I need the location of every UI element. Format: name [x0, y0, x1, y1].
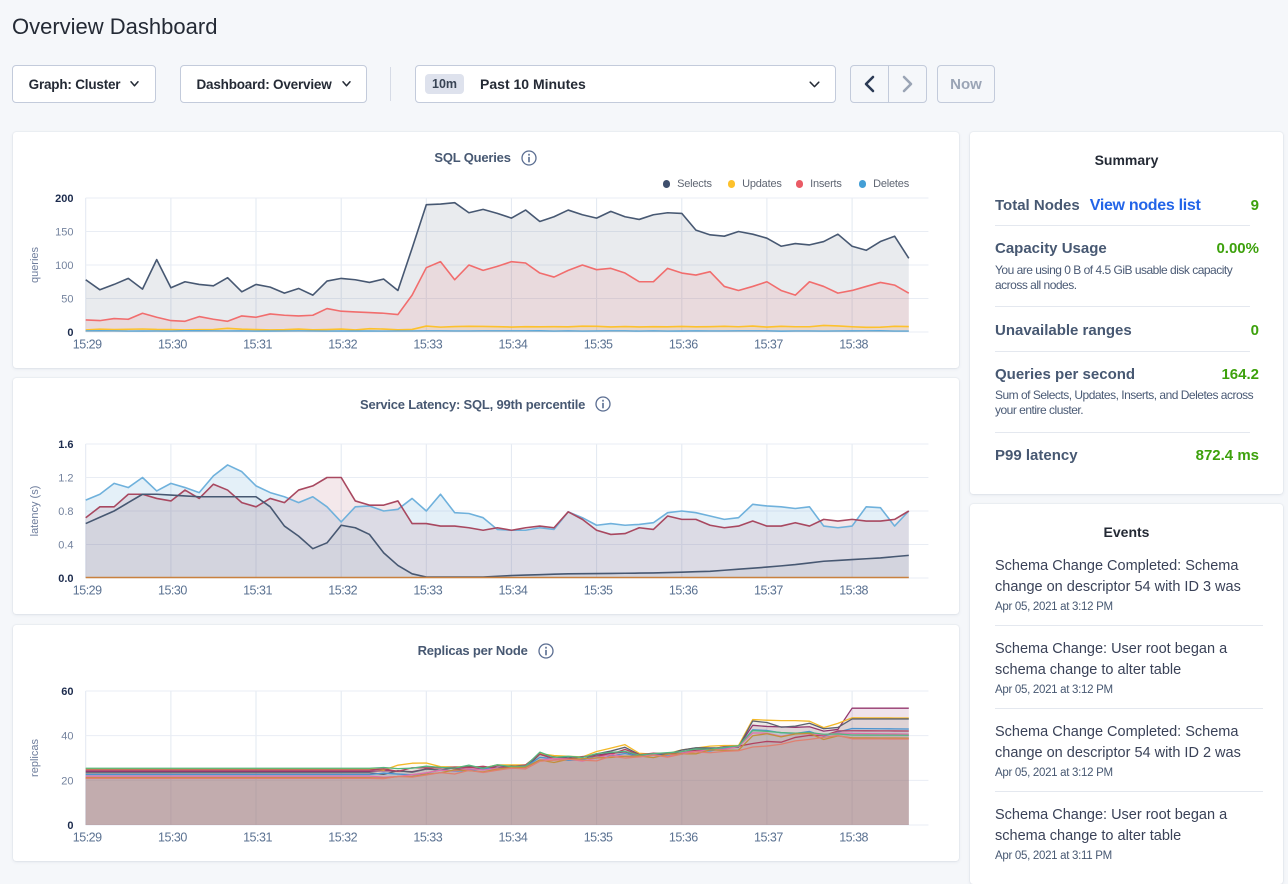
svg-text:15:37: 15:37: [754, 337, 783, 351]
svg-text:1.2: 1.2: [58, 473, 73, 485]
svg-text:15:38: 15:38: [839, 337, 868, 351]
svg-text:15:33: 15:33: [413, 583, 442, 597]
svg-text:20: 20: [61, 775, 73, 787]
svg-text:50: 50: [61, 293, 73, 305]
svg-text:15:38: 15:38: [839, 583, 868, 597]
svg-text:15:29: 15:29: [72, 583, 101, 597]
svg-text:15:31: 15:31: [243, 337, 272, 351]
svg-text:15:30: 15:30: [158, 583, 187, 597]
svg-text:40: 40: [61, 730, 73, 742]
svg-text:0.0: 0.0: [58, 573, 73, 585]
svg-text:15:34: 15:34: [498, 583, 527, 597]
svg-text:15:31: 15:31: [243, 830, 272, 844]
svg-text:15:35: 15:35: [583, 830, 612, 844]
svg-text:0: 0: [67, 820, 73, 832]
svg-text:15:36: 15:36: [669, 583, 698, 597]
svg-text:15:36: 15:36: [669, 337, 698, 351]
svg-text:150: 150: [55, 226, 73, 238]
svg-text:15:37: 15:37: [754, 583, 783, 597]
svg-text:15:32: 15:32: [328, 337, 357, 351]
svg-text:0.4: 0.4: [58, 540, 73, 552]
svg-text:60: 60: [61, 686, 73, 698]
svg-text:1.6: 1.6: [58, 439, 73, 451]
svg-text:100: 100: [55, 260, 73, 272]
svg-text:latency (s): latency (s): [29, 486, 41, 537]
svg-text:replicas: replicas: [29, 738, 41, 776]
svg-text:15:32: 15:32: [328, 830, 357, 844]
svg-text:15:35: 15:35: [583, 337, 612, 351]
svg-text:15:30: 15:30: [158, 337, 187, 351]
svg-text:15:34: 15:34: [498, 830, 527, 844]
svg-text:200: 200: [55, 193, 73, 205]
svg-text:15:33: 15:33: [413, 830, 442, 844]
svg-text:15:30: 15:30: [158, 830, 187, 844]
svg-text:15:38: 15:38: [839, 830, 868, 844]
svg-text:15:29: 15:29: [72, 830, 101, 844]
svg-text:0.8: 0.8: [58, 506, 73, 518]
svg-text:15:33: 15:33: [413, 337, 442, 351]
svg-text:15:34: 15:34: [498, 337, 527, 351]
svg-text:queries: queries: [29, 246, 41, 283]
svg-text:15:32: 15:32: [328, 583, 357, 597]
svg-text:15:31: 15:31: [243, 583, 272, 597]
svg-text:15:29: 15:29: [72, 337, 101, 351]
svg-text:15:37: 15:37: [754, 830, 783, 844]
svg-text:0: 0: [67, 327, 73, 339]
svg-text:15:35: 15:35: [583, 583, 612, 597]
svg-text:15:36: 15:36: [669, 830, 698, 844]
